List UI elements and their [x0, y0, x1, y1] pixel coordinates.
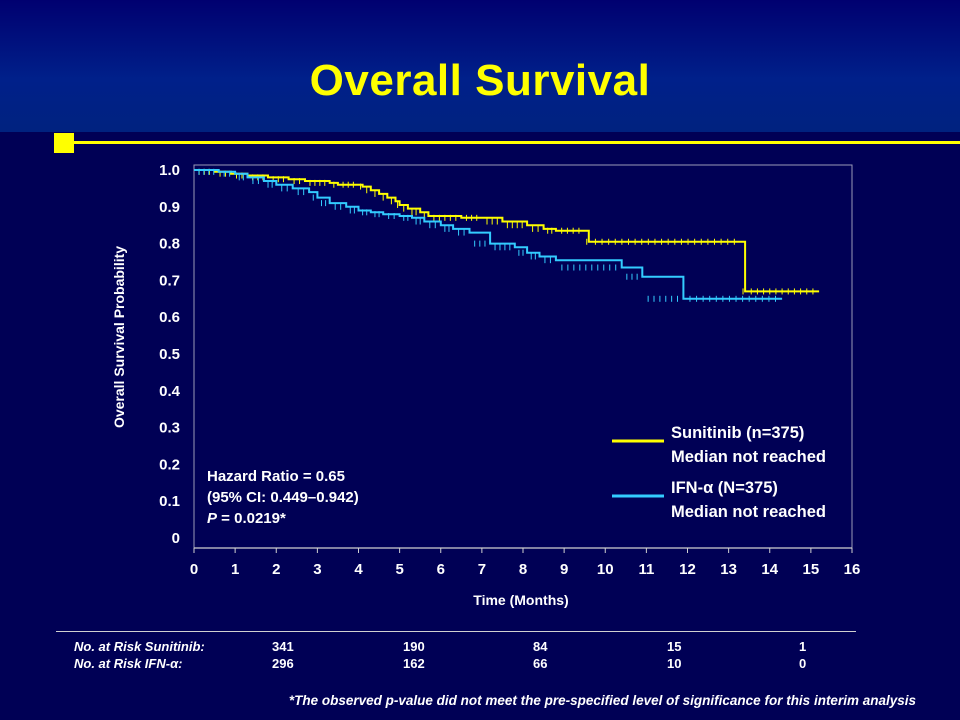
- risk-value: 190: [403, 639, 425, 654]
- risk-value: 84: [533, 639, 548, 654]
- chart-ticks: 0 1 2 3 4 5 6 7 8 9 10 11 12 13 14 15 1600.10.20.30.40.5…: [159, 162, 860, 578]
- hazard-ci-text: (95% CI: 0.449–0.942): [207, 489, 359, 506]
- risk-value: 0: [799, 656, 807, 671]
- risk-value: 162: [403, 656, 425, 671]
- y-tick-label: 1.0: [159, 162, 180, 179]
- x-tick-label: 12: [679, 561, 696, 578]
- y-tick-label: 0.6: [159, 309, 180, 326]
- y-axis-label: Overall Survival Probability: [111, 246, 127, 428]
- x-tick-label: 16: [844, 561, 861, 578]
- x-tick-label: 5: [395, 561, 403, 578]
- y-tick-label: 0.1: [159, 493, 180, 510]
- x-tick-label: 4: [354, 561, 363, 578]
- risk-value: 1: [799, 639, 807, 654]
- risk-value: 15: [667, 639, 682, 654]
- x-tick-label: 7: [478, 561, 486, 578]
- risk-table-divider: [56, 631, 856, 632]
- x-tick-label: 6: [437, 561, 445, 578]
- risk-value: 10: [667, 656, 682, 671]
- chart-curves: [194, 168, 820, 302]
- legend-label: IFN-α (N=375): [671, 479, 778, 497]
- x-tick-label: 0: [190, 561, 198, 578]
- pvalue-value: = 0.0219*: [217, 510, 286, 527]
- risk-label-sunitinib: No. at Risk Sunitinib:: [74, 639, 205, 654]
- y-tick-label: 0.9: [159, 199, 180, 216]
- risk-value: 66: [533, 656, 548, 671]
- chart-legend: Sunitinib (n=375) Median not reached IFN-α…: [612, 424, 826, 521]
- footnote: *The observed p-value did not meet the p…: [288, 693, 916, 708]
- series-line-0: [194, 169, 820, 293]
- x-tick-label: 15: [803, 561, 820, 578]
- page-title: Overall Survival: [309, 56, 651, 105]
- risk-value: 296: [272, 656, 294, 671]
- legend-sublabel: Median not reached: [671, 503, 826, 521]
- y-tick-label: 0.8: [159, 236, 180, 253]
- risk-label-ifn: No. at Risk IFN-α:: [74, 656, 183, 671]
- x-tick-label: 14: [761, 561, 778, 578]
- x-tick-label: 2: [272, 561, 280, 578]
- pvalue-symbol: P: [207, 510, 218, 527]
- accent-line: [56, 141, 960, 144]
- series-line-1: [194, 169, 783, 300]
- x-tick-label: 11: [638, 561, 654, 578]
- x-tick-label: 3: [313, 561, 321, 578]
- hazard-ratio-text: Hazard Ratio = 0.65: [207, 468, 345, 485]
- y-tick-label: 0.2: [159, 456, 180, 473]
- x-tick-label: 9: [560, 561, 568, 578]
- accent-square: [54, 133, 74, 153]
- risk-value: 341: [272, 639, 294, 654]
- x-tick-label: 1: [231, 561, 239, 578]
- legend-label: Sunitinib (n=375): [671, 424, 804, 442]
- legend-sublabel: Median not reached: [671, 448, 826, 466]
- x-tick-label: 10: [597, 561, 614, 578]
- y-tick-label: 0.5: [159, 346, 180, 363]
- x-tick-label: 8: [519, 561, 527, 578]
- hazard-pvalue-text: P = 0.0219*: [207, 510, 286, 527]
- y-tick-label: 0.4: [159, 383, 181, 400]
- x-tick-label: 13: [720, 561, 737, 578]
- hazard-annotation: Hazard Ratio = 0.65 (95% CI: 0.449–0.942…: [207, 468, 359, 527]
- x-axis-label: Time (Months): [473, 592, 568, 608]
- y-tick-label: 0.3: [159, 420, 180, 437]
- y-tick-label: 0.7: [159, 272, 180, 289]
- y-tick-label: 0: [172, 530, 180, 547]
- header-band: [0, 0, 960, 132]
